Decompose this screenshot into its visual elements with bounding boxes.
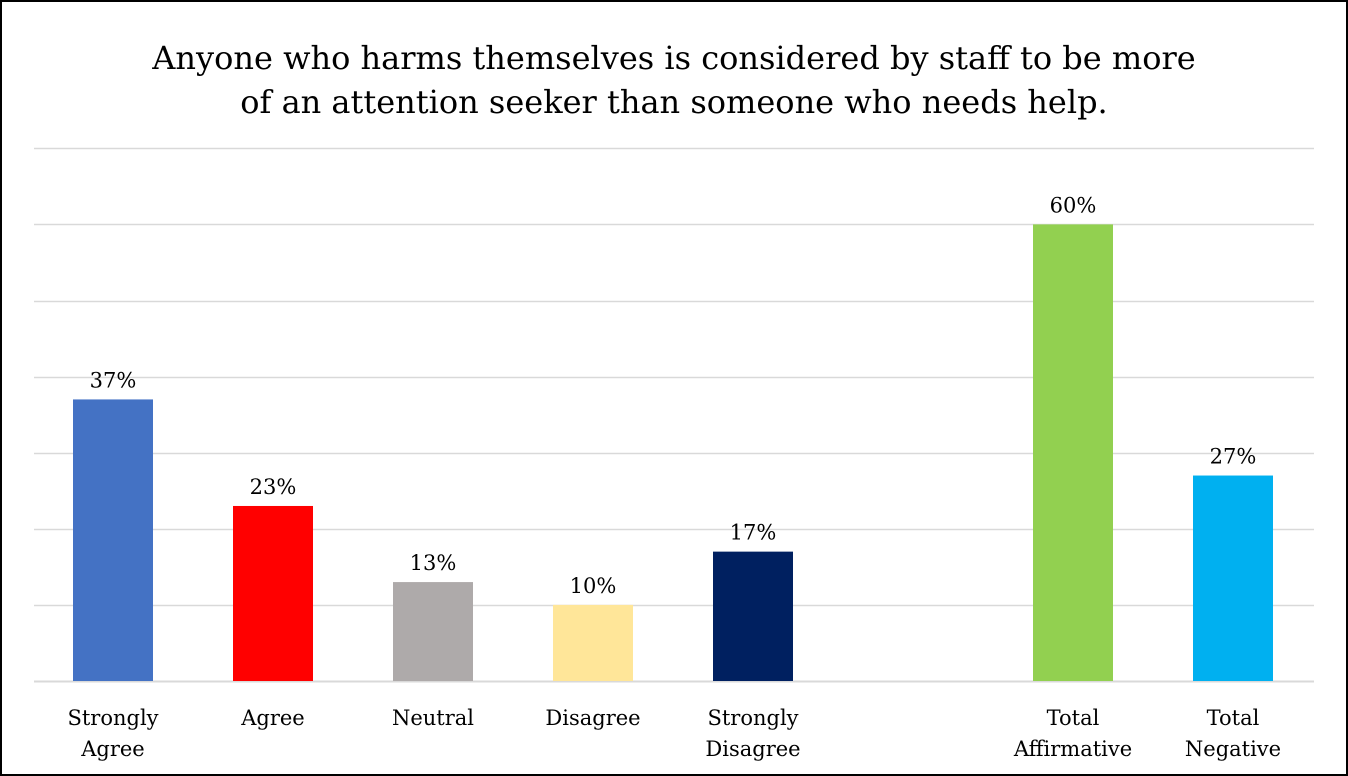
data-label: 13% <box>410 551 457 575</box>
value-labels: 37% 23% 13% 10% 17% 60% 27% <box>90 193 1257 598</box>
category-label: Agree <box>80 737 145 761</box>
chart-title: Anyone who harms themselves is considere… <box>2 36 1346 124</box>
data-label: 37% <box>90 368 137 392</box>
category-label: Total <box>1047 706 1100 730</box>
category-label: Affirmative <box>1013 737 1132 761</box>
category-labels: Strongly Agree Agree Neutral Disagree Strongl… <box>67 706 1281 761</box>
category-label: Strongly <box>707 706 798 730</box>
bar <box>553 604 633 681</box>
category-label: Strongly <box>67 706 158 730</box>
gridlines <box>34 147 1314 683</box>
category-label: Total <box>1207 706 1260 730</box>
category-label: Neutral <box>392 706 474 730</box>
bar <box>1033 224 1113 681</box>
bar <box>1193 475 1273 681</box>
data-label: 27% <box>1210 445 1257 469</box>
chart-title-line-2: of an attention seeker than someone who … <box>240 83 1108 121</box>
bar <box>393 582 473 681</box>
bar <box>233 505 313 681</box>
bar <box>73 399 153 681</box>
category-label: Agree <box>240 706 305 730</box>
data-label: 17% <box>730 521 777 545</box>
category-label: Negative <box>1185 737 1281 761</box>
data-label: 23% <box>250 475 297 499</box>
bar <box>713 551 793 681</box>
data-label: 10% <box>570 574 617 598</box>
data-label: 60% <box>1050 193 1097 217</box>
category-label: Disagree <box>705 737 800 761</box>
bars <box>73 224 1273 681</box>
chart-title-line-1: Anyone who harms themselves is considere… <box>152 39 1196 77</box>
category-label: Disagree <box>545 706 640 730</box>
